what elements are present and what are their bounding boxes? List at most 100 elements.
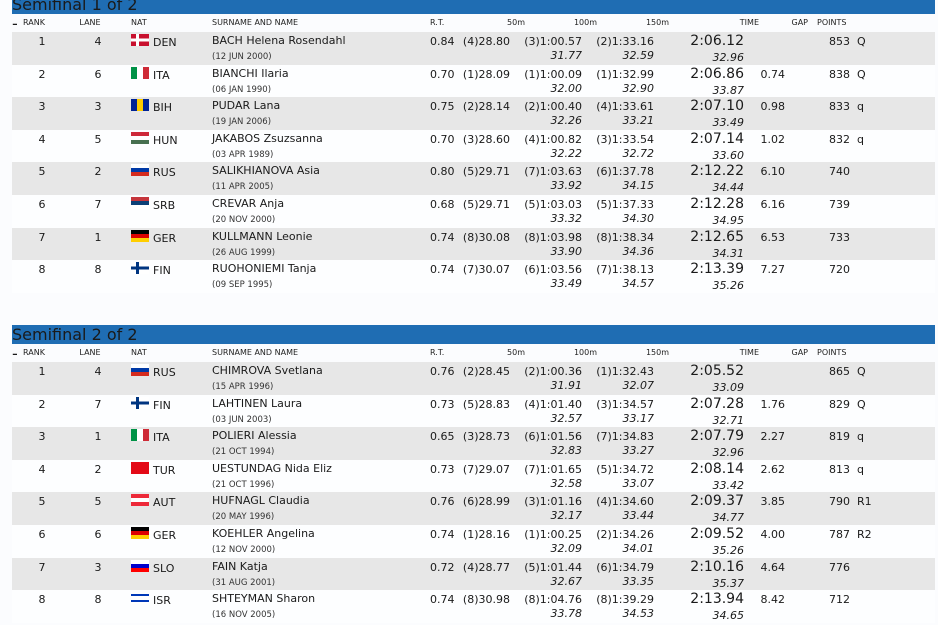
cell-sptime: 34.95: [712, 214, 745, 227]
cell-rank: 7: [38, 560, 46, 574]
result-row: 7 3 SLO FAIN Katja (31 AUG 2001) 0.72 (4)28.77…: [12, 557, 935, 591]
cell-s100: (6)1:03.56: [524, 263, 582, 277]
column-header: 100m: [573, 348, 597, 357]
flag-icon: [131, 229, 149, 242]
cell-sptime: 35.37: [712, 576, 745, 590]
cell-lane: 7: [94, 198, 102, 211]
cell-points: 790: [829, 495, 850, 509]
flag-icon: [131, 99, 149, 112]
cell-name: RUOHONIEMI Tanja: [212, 262, 317, 276]
cell-name: CHIMROVA Svetlana: [212, 364, 323, 377]
cell-points: 829: [829, 397, 850, 411]
cell-rank: 7: [38, 230, 46, 244]
cell-nat: HUN: [153, 133, 178, 147]
section-header: Semifinal 1 of 2-18:53: [12, 0, 935, 52]
cell-nat: FIN: [153, 264, 171, 278]
flag-part: [131, 201, 149, 206]
cell-time: 2:10.16: [690, 558, 744, 575]
cell-s100: (6)1:01.56: [524, 430, 582, 444]
cell-lane: 6: [94, 67, 102, 81]
cell-sp150: 34.57: [622, 277, 655, 291]
flag-icon: [131, 164, 149, 177]
cell-sp100: 33.90: [550, 244, 583, 258]
cell-nat: ISR: [153, 594, 171, 608]
cell-points: 776: [829, 560, 850, 574]
flag-part: [131, 168, 149, 173]
cell-dob: (16 NOV 2005): [212, 610, 276, 621]
cell-q: R2: [857, 528, 872, 541]
cell-sptime: 34.44: [712, 181, 745, 195]
flag-part: [131, 461, 149, 474]
cell-sp150: 34.01: [622, 542, 655, 555]
cell-sptime: 34.65: [712, 609, 745, 623]
result-row: 2 7 FIN LAHTINEN Laura (03 JUN 2003) 0.73 (5)2…: [12, 394, 935, 428]
cell-time: 2:12.22: [690, 163, 744, 180]
cell-sptime: 32.71: [712, 413, 745, 427]
column-header: 100m: [573, 18, 597, 27]
cell-sptime: 35.26: [712, 279, 745, 293]
cell-dob: (21 OCT 1994): [212, 447, 275, 458]
result-row: 7 1 GER KULLMANN Leonie (26 AUG 1999) 0.74 (8)…: [12, 227, 935, 261]
flag-icon: [131, 429, 149, 442]
cell-rt: 0.74: [430, 593, 455, 607]
cell-dob: (31 AUG 2001): [212, 577, 276, 588]
cell-rank: 5: [38, 165, 46, 179]
cell-sptime: 33.42: [712, 478, 745, 492]
cell-s100: (2)1:00.40: [524, 100, 582, 114]
flag-part: [137, 99, 144, 112]
flag-part: [131, 364, 149, 369]
cell-time: 2:06.12: [690, 33, 744, 49]
cell-name: SHTEYMAN Sharon: [212, 592, 316, 606]
cell-dob: (11 APR 2005): [212, 182, 274, 193]
cell-time: 2:09.37: [690, 493, 744, 510]
cell-sp100: 33.32: [550, 212, 583, 225]
cell-s100: (4)1:00.82: [524, 132, 582, 146]
cell-q: Q: [857, 365, 866, 378]
column-header: SURNAME AND NAME: [212, 348, 299, 357]
cell-sp150: 33.35: [622, 574, 655, 588]
cell-nat: RUS: [153, 166, 176, 180]
cell-rank: 2: [38, 397, 46, 411]
cell-s50: (2)28.45: [462, 365, 510, 378]
cell-name: LAHTINEN Laura: [212, 396, 303, 410]
flag-part: [131, 494, 149, 499]
cell-s50: (6)28.99: [462, 495, 510, 509]
cell-nat: ITA: [153, 431, 170, 445]
flag-part: [131, 66, 138, 79]
flag-part: [143, 429, 149, 442]
cell-points: 720: [829, 263, 850, 277]
cell-time: 2:12.28: [690, 196, 744, 212]
cell-time: 2:09.52: [690, 526, 744, 542]
column-header: NAT: [131, 18, 147, 27]
column-header: POINTS: [817, 18, 847, 27]
cell-time: 2:07.79: [690, 428, 744, 445]
column-header: R.T.: [430, 18, 445, 27]
column-header: RANK: [23, 18, 45, 27]
flag-part: [131, 401, 149, 405]
cell-sp150: 34.36: [622, 244, 655, 258]
cell-s150: (4)1:33.61: [596, 100, 654, 114]
cell-gap: 6.53: [760, 230, 786, 244]
cell-sp100: 32.26: [550, 114, 583, 128]
flag-icon: [131, 527, 149, 539]
section-separator: -: [12, 14, 18, 33]
cell-gap: 4.00: [760, 528, 786, 541]
cell-sp150: 33.21: [622, 114, 655, 128]
cell-lane: 8: [94, 593, 102, 607]
cell-s100: (7)1:03.63: [524, 165, 582, 179]
cell-s150: (7)1:34.83: [596, 430, 654, 444]
result-row: 1 4 RUS CHIMROVA Svetlana (15 APR 1996) 0.76 (…: [12, 362, 935, 395]
flag-part: [131, 99, 138, 112]
cell-dob: (12 NOV 2000): [212, 545, 276, 555]
cell-gap: 3.85: [760, 495, 786, 509]
cell-sptime: 33.49: [712, 116, 745, 130]
cell-nat: DEN: [153, 36, 177, 49]
cell-sptime: 32.96: [712, 446, 745, 460]
cell-gap: 6.16: [760, 198, 786, 211]
cell-q: Q: [857, 35, 866, 48]
flag-icon: [131, 34, 149, 46]
cell-s50: (5)29.71: [462, 198, 510, 211]
cell-rt: 0.74: [430, 528, 455, 541]
cell-sp150: 34.15: [622, 179, 655, 193]
